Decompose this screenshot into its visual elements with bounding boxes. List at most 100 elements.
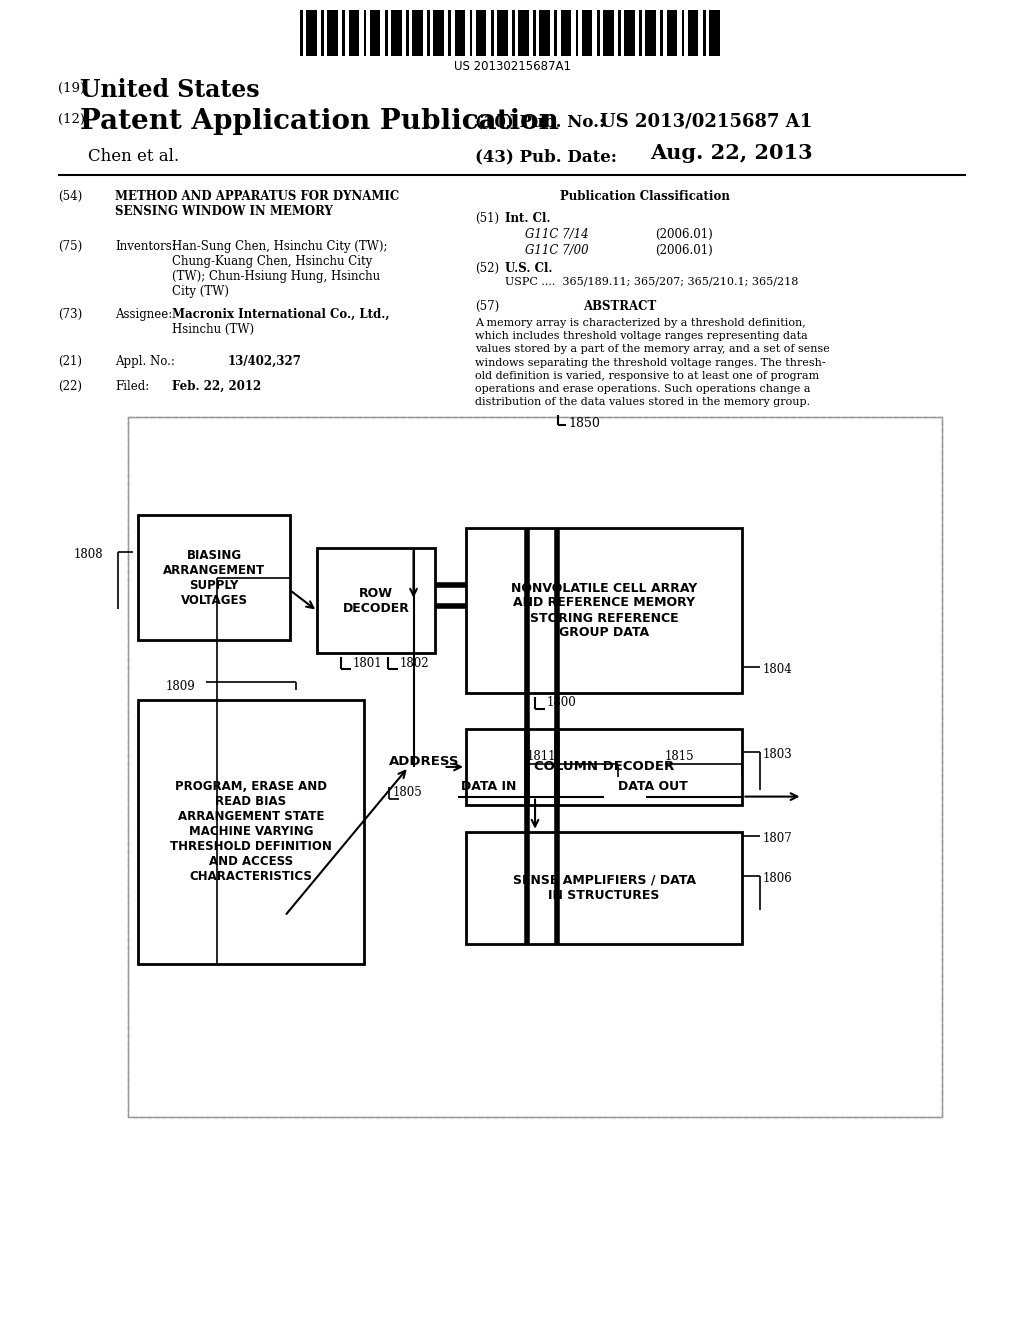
Bar: [632, 11, 635, 55]
Bar: [440, 11, 444, 55]
Text: (2006.01): (2006.01): [655, 228, 713, 242]
Text: 1815: 1815: [665, 750, 694, 763]
Bar: [575, 11, 579, 55]
Bar: [603, 11, 607, 55]
Bar: [438, 11, 440, 55]
Text: 13/402,327: 13/402,327: [228, 355, 302, 368]
Text: ADDRESS: ADDRESS: [388, 755, 459, 768]
Text: ROW
DECODER: ROW DECODER: [343, 586, 410, 615]
Bar: [300, 11, 303, 55]
Bar: [589, 11, 593, 55]
Bar: [567, 11, 571, 55]
Bar: [610, 11, 613, 55]
Bar: [480, 11, 483, 55]
Bar: [618, 11, 621, 55]
Bar: [695, 11, 698, 55]
Text: Patent Application Publication: Patent Application Publication: [80, 108, 559, 135]
Bar: [455, 11, 459, 55]
Text: (10) Pub. No.:: (10) Pub. No.:: [475, 114, 605, 129]
Text: BIASING
ARRANGEMENT
SUPPLY
VOLTAGES: BIASING ARRANGEMENT SUPPLY VOLTAGES: [163, 549, 265, 606]
Bar: [417, 11, 420, 55]
Text: Han-Sung Chen, Hsinchu City (TW);: Han-Sung Chen, Hsinchu City (TW);: [172, 240, 387, 253]
Text: United States: United States: [80, 78, 260, 102]
Text: 1803: 1803: [763, 747, 793, 760]
Text: 1811: 1811: [526, 750, 556, 763]
Bar: [512, 11, 515, 55]
Text: Feb. 22, 2012: Feb. 22, 2012: [172, 380, 261, 393]
Bar: [534, 11, 536, 55]
Bar: [692, 11, 695, 55]
Bar: [466, 729, 742, 805]
Bar: [466, 832, 742, 944]
Text: City (TW): City (TW): [172, 285, 229, 298]
Bar: [138, 700, 364, 964]
Text: SENSING WINDOW IN MEMORY: SENSING WINDOW IN MEMORY: [115, 205, 333, 218]
Bar: [504, 11, 508, 55]
Text: Chen et al.: Chen et al.: [88, 148, 179, 165]
Bar: [342, 11, 345, 55]
Bar: [544, 11, 547, 55]
Bar: [420, 11, 423, 55]
Bar: [586, 11, 589, 55]
Text: (19): (19): [58, 82, 85, 95]
Text: (12): (12): [58, 114, 85, 125]
Text: 1807: 1807: [763, 832, 793, 845]
Text: PROGRAM, ERASE AND
READ BIAS
ARRANGEMENT STATE
MACHINE VARYING
THRESHOLD DEFINIT: PROGRAM, ERASE AND READ BIAS ARRANGEMENT…: [170, 780, 332, 883]
Bar: [313, 11, 316, 55]
Bar: [607, 11, 610, 55]
Bar: [138, 515, 290, 640]
Text: COLUMN DECODER: COLUMN DECODER: [535, 760, 674, 774]
Bar: [306, 11, 310, 55]
Bar: [667, 11, 671, 55]
Bar: [353, 11, 355, 55]
Text: 1800: 1800: [547, 697, 577, 710]
Bar: [565, 11, 567, 55]
Bar: [714, 11, 716, 55]
Text: Inventors:: Inventors:: [115, 240, 176, 253]
Bar: [639, 11, 642, 55]
Bar: [322, 11, 324, 55]
Text: USPC ....  365/189.11; 365/207; 365/210.1; 365/218: USPC .... 365/189.11; 365/207; 365/210.1…: [505, 277, 799, 286]
Bar: [674, 11, 677, 55]
Text: (51): (51): [475, 213, 499, 224]
Bar: [597, 11, 600, 55]
Text: DATA OUT: DATA OUT: [618, 780, 688, 792]
Text: 1808: 1808: [74, 548, 102, 561]
Bar: [355, 11, 359, 55]
Text: Aug. 22, 2013: Aug. 22, 2013: [650, 143, 813, 162]
Text: (2006.01): (2006.01): [655, 244, 713, 257]
Text: (22): (22): [58, 380, 82, 393]
Bar: [427, 11, 430, 55]
Text: (TW); Chun-Hsiung Hung, Hsinchu: (TW); Chun-Hsiung Hung, Hsinchu: [172, 271, 380, 282]
Text: U.S. Cl.: U.S. Cl.: [505, 261, 553, 275]
Bar: [349, 11, 353, 55]
Bar: [682, 11, 684, 55]
Text: US 20130215687A1: US 20130215687A1: [454, 59, 570, 73]
Text: METHOD AND APPARATUS FOR DYNAMIC: METHOD AND APPARATUS FOR DYNAMIC: [115, 190, 399, 203]
Text: (43) Pub. Date:: (43) Pub. Date:: [475, 148, 616, 165]
Text: (57): (57): [475, 300, 500, 313]
Bar: [328, 11, 332, 55]
Text: G11C 7/14: G11C 7/14: [525, 228, 589, 242]
Bar: [502, 11, 504, 55]
Bar: [716, 11, 720, 55]
Bar: [398, 11, 401, 55]
Text: (52): (52): [475, 261, 499, 275]
Bar: [709, 11, 714, 55]
Text: Chung-Kuang Chen, Hsinchu City: Chung-Kuang Chen, Hsinchu City: [172, 255, 373, 268]
Text: (75): (75): [58, 240, 82, 253]
Bar: [702, 11, 706, 55]
Bar: [433, 11, 438, 55]
Bar: [625, 11, 629, 55]
Bar: [497, 11, 502, 55]
Bar: [406, 11, 409, 55]
Bar: [332, 11, 335, 55]
Bar: [476, 11, 480, 55]
Text: Hsinchu (TW): Hsinchu (TW): [172, 323, 254, 337]
Text: (21): (21): [58, 355, 82, 368]
Text: US 2013/0215687 A1: US 2013/0215687 A1: [600, 114, 812, 131]
Bar: [128, 417, 942, 1117]
Bar: [413, 11, 417, 55]
Text: SENSE AMPLIFIERS / DATA
IN STRUCTURES: SENSE AMPLIFIERS / DATA IN STRUCTURES: [513, 874, 695, 902]
Bar: [459, 11, 462, 55]
